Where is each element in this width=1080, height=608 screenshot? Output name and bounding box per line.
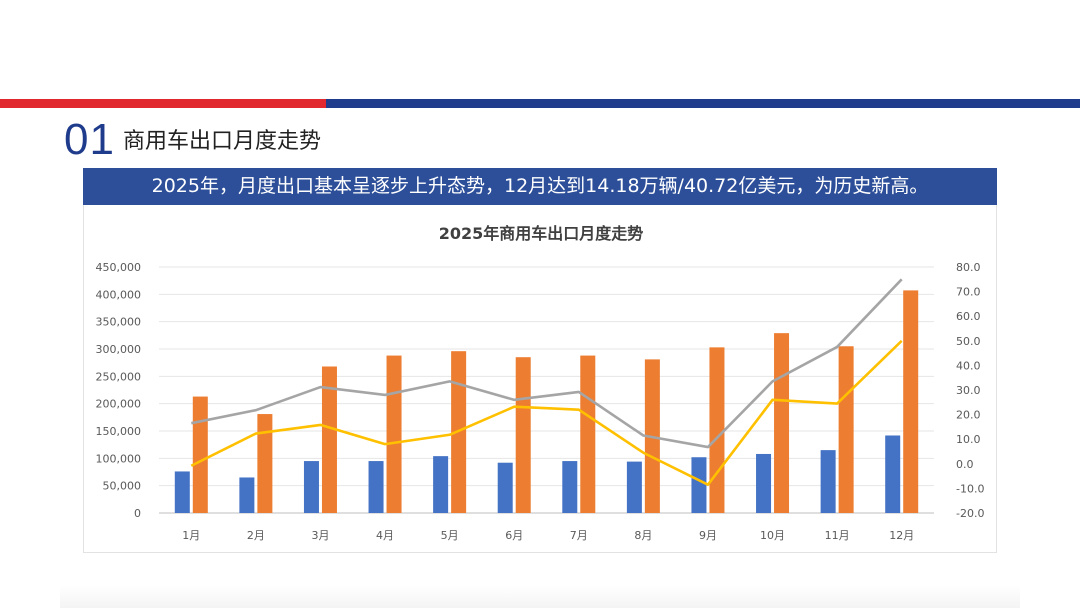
- left-axis-tick-label: 250,000: [96, 370, 142, 383]
- series-yellow-line: [190, 339, 903, 487]
- series-orange-bar: [903, 290, 919, 513]
- left-axis-tick-label: 100,000: [96, 452, 142, 465]
- x-axis-tick-label: 9月: [699, 529, 717, 542]
- chart-container: 2025年商用车出口月度走势 0 50,000 100,000 150,000 200,…: [83, 205, 997, 553]
- x-axis-tick-label: 4月: [376, 529, 394, 542]
- series-orange-bar: [386, 355, 402, 513]
- series-blue-bar: [174, 471, 190, 513]
- left-axis-tick-label: 450,000: [96, 261, 142, 274]
- x-axis-tick-label: 1月: [182, 529, 200, 542]
- right-axis-tick-label: 20.0: [956, 409, 981, 422]
- summary-banner: 2025年，月度出口基本呈逐步上升态势，12月达到14.18万辆/40.72亿美…: [83, 168, 997, 205]
- left-axis-tick-label: 350,000: [96, 316, 142, 329]
- series-blue-bar: [691, 457, 707, 513]
- left-axis-tick-label: 150,000: [96, 425, 142, 438]
- chart-svg: 2025年商用车出口月度走势 0 50,000 100,000 150,000 200,…: [96, 224, 985, 542]
- series-orange-bar: [580, 355, 596, 513]
- x-axis-tick-label: 11月: [825, 529, 850, 542]
- left-axis-tick-label: 300,000: [96, 343, 142, 356]
- x-axis-tick-label: 12月: [889, 529, 914, 542]
- left-axis-tick-label: 0: [134, 507, 141, 520]
- accent-bar-red: [0, 99, 326, 108]
- x-axis-tick-label: 8月: [634, 529, 652, 542]
- series-blue-bar: [239, 477, 255, 513]
- series-blue-bar: [820, 450, 836, 513]
- series-blue-bar: [756, 453, 772, 513]
- series-orange-bar: [257, 414, 273, 513]
- series-blue-bar: [368, 461, 384, 513]
- accent-bar-blue: [326, 99, 1080, 108]
- series-orange-bar: [321, 366, 337, 513]
- right-axis-tick-label: 0.0: [956, 458, 974, 471]
- right-axis-tick-label: -20.0: [956, 507, 984, 520]
- series-gray-line: [191, 278, 903, 449]
- x-axis-tick-label: 2月: [247, 529, 265, 542]
- x-axis-tick-label: 5月: [441, 529, 459, 542]
- right-axis-tick-label: 60.0: [956, 310, 981, 323]
- left-axis-tick-label: 400,000: [96, 288, 142, 301]
- right-axis-tick-label: 80.0: [956, 261, 981, 274]
- series-blue-bar: [497, 462, 513, 513]
- series-blue-bar: [885, 435, 901, 513]
- series-orange-bar: [838, 346, 854, 513]
- x-axis-tick-label: 6月: [505, 529, 523, 542]
- series-orange-bar: [192, 396, 208, 513]
- section-number: 01: [64, 115, 115, 164]
- right-axis-tick-label: 50.0: [956, 335, 981, 348]
- series-orange-bar: [774, 333, 790, 513]
- series-orange-bar: [709, 347, 725, 513]
- series-orange-bar: [515, 357, 531, 513]
- x-axis-tick-label: 3月: [311, 529, 329, 542]
- series-blue-bar: [626, 461, 642, 513]
- right-axis-tick-label: 40.0: [956, 359, 981, 372]
- right-axis-tick-label: 10.0: [956, 433, 981, 446]
- series-blue-bar: [562, 461, 578, 513]
- section-title: 商用车出口月度走势: [123, 129, 322, 154]
- left-axis-tick-label: 200,000: [96, 398, 142, 411]
- series-blue-bar: [303, 461, 319, 513]
- right-axis-tick-label: -10.0: [956, 482, 984, 495]
- right-axis-tick-label: 70.0: [956, 286, 981, 299]
- slide-bottom-shadow: [60, 585, 1020, 608]
- x-axis-tick-label: 7月: [570, 529, 588, 542]
- left-axis-tick-label: 50,000: [103, 480, 142, 493]
- series-blue-bar: [433, 456, 449, 513]
- chart-title: 2025年商用车出口月度走势: [439, 224, 644, 243]
- x-axis-tick-label: 10月: [760, 529, 785, 542]
- right-axis-tick-label: 30.0: [956, 384, 981, 397]
